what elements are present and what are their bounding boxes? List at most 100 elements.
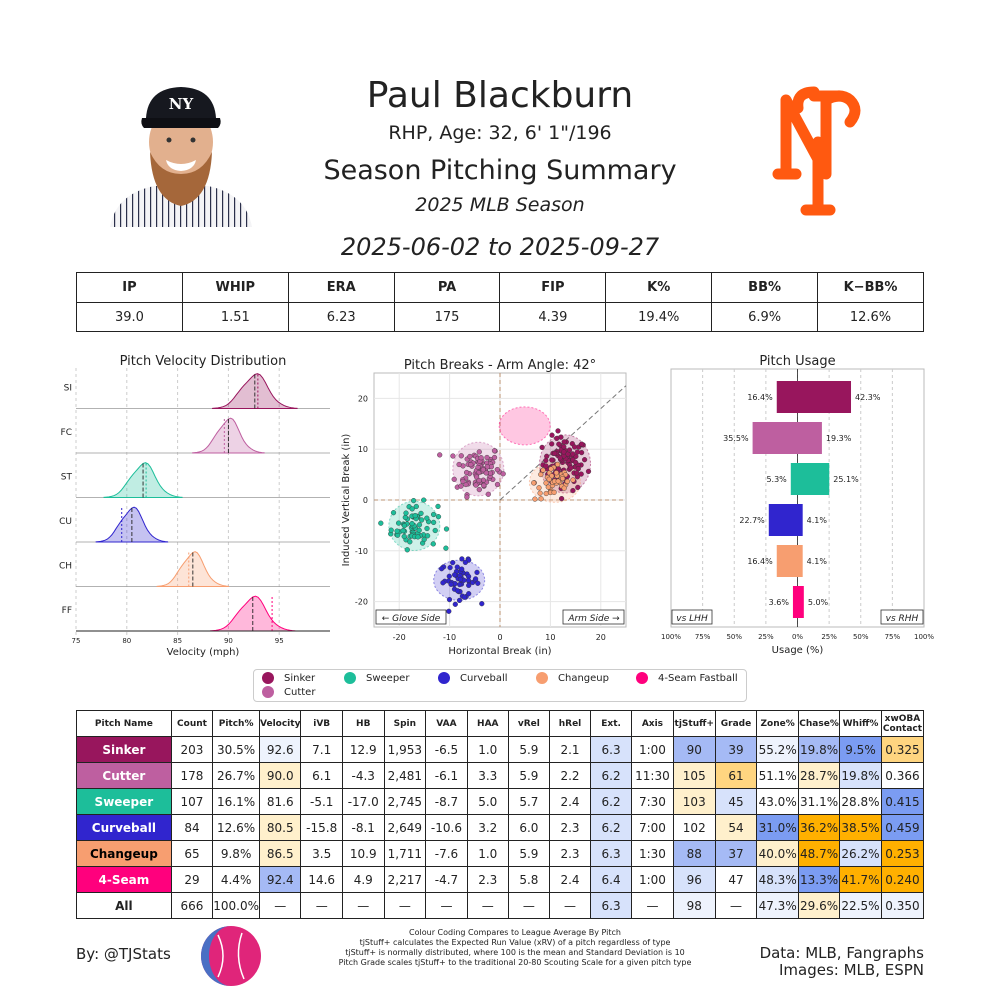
velocity-tick-label: 75 (72, 637, 81, 645)
break-point (483, 470, 489, 476)
pitch-metric-cell: -10.6 (425, 814, 468, 841)
break-point (479, 601, 485, 607)
usage-bar-rhh (797, 545, 803, 577)
break-point (561, 485, 567, 491)
break-point (484, 464, 491, 470)
summary-header-cell: IP (76, 272, 183, 303)
pitch-metric-cell: 2,217 (383, 866, 427, 893)
break-point (553, 470, 560, 476)
pitch-table-header-cell: Whiff% (839, 710, 882, 737)
break-point (494, 467, 500, 473)
legend-item-changeup: Changeup (536, 672, 609, 684)
break-point (446, 597, 453, 603)
break-point (390, 510, 397, 516)
pitch-metric-cell: 6.3 (590, 736, 633, 763)
pitch-metric-cell: 1:30 (631, 840, 674, 867)
pitch-metric-cell: 6.3 (590, 840, 633, 867)
pitch-metric-cell: -8.7 (425, 788, 468, 815)
break-point (568, 465, 574, 471)
break-point (566, 447, 573, 453)
usage-label-rhh: 5.0% (808, 598, 829, 607)
break-point (464, 494, 470, 500)
pitch-metric-cell: 47.3% (756, 892, 800, 919)
pitch-metric-cell: — (341, 892, 385, 919)
summary-value-cell: 6.23 (287, 302, 395, 332)
break-point (451, 476, 457, 482)
pitch-name-cell: Sinker (76, 736, 172, 763)
summary-value-cell: 175 (393, 302, 501, 332)
break-point (500, 471, 506, 477)
summary-value-cell: 6.9% (711, 302, 819, 332)
pitch-metric-cell: 84 (170, 814, 214, 841)
pitch-metric-cell: -8.1 (341, 814, 385, 841)
legend-item-sinker: Sinker (262, 672, 315, 684)
usage-chart-title: Pitch Usage (759, 354, 835, 369)
usage-label-lhh: 3.6% (769, 598, 790, 607)
summary-value-cell: 4.39 (499, 302, 607, 332)
pitch-metric-cell: 7:00 (631, 814, 674, 841)
break-point (474, 569, 480, 576)
pitch-metric-cell: 100.0% (212, 892, 260, 919)
pitch-metric-cell: 2.4 (548, 866, 592, 893)
break-point (460, 478, 466, 485)
pitch-metric-cell: 6.2 (590, 762, 633, 789)
velocity-density-ch (156, 551, 230, 587)
glove-side-label: ← Glove Side (382, 614, 441, 624)
break-point (473, 576, 479, 582)
break-point (554, 435, 560, 442)
break-point (403, 510, 409, 516)
pitch-metric-cell: 19.8% (798, 736, 841, 763)
pitch-table-header-cell: iVB (300, 710, 343, 737)
break-point (476, 449, 482, 455)
vs-lhh-label: vs LHH (676, 614, 708, 624)
tjstats-logo (201, 926, 261, 986)
pitch-metric-cell: 38.5% (839, 814, 882, 841)
break-point (539, 444, 545, 451)
break-point (402, 514, 408, 521)
velocity-density-cu (95, 506, 169, 543)
break-x-tick: 0 (497, 633, 502, 642)
pitch-metric-cell: 2.3 (548, 840, 592, 867)
pitch-metric-cell: 88 (672, 840, 716, 867)
pitch-metric-cell: 3.3 (466, 762, 509, 789)
summary-stats-table: IP WHIP ERA PA FIP K% BB% K−BB% 39.0 1.5… (76, 272, 924, 332)
break-point (400, 528, 406, 534)
velocity-row-label-st: ST (61, 473, 73, 483)
break-point (415, 534, 421, 540)
break-point (484, 454, 490, 461)
break-y-tick: -10 (355, 547, 368, 556)
pitch-metric-cell: 37 (714, 840, 758, 867)
break-y-tick: 20 (358, 394, 368, 403)
charts-area: Pitch Velocity Distribution SI FC ST CU CH FF 7… (59, 354, 934, 658)
break-point (571, 444, 578, 450)
legend-label: Changeup (558, 672, 609, 684)
break-point (473, 482, 479, 488)
summary-header-cell: K% (605, 272, 713, 303)
summary-value-cell: 1.51 (181, 302, 289, 332)
break-point (494, 481, 501, 488)
break-point (570, 488, 576, 494)
usage-bar-lhh (792, 586, 798, 618)
pitch-metric-cell: 12.9 (341, 736, 385, 763)
break-point (421, 497, 427, 503)
pitch-table-header-cell: xwOBA Contact (880, 710, 925, 737)
usage-tick-label: 75% (695, 633, 711, 641)
pitch-metric-cell: 92.6 (258, 736, 302, 763)
pitch-table-header-cell: hRel (548, 710, 592, 737)
pitch-metric-cell: 102 (672, 814, 716, 841)
break-point (551, 489, 557, 496)
pitch-metric-cell: 9.8% (212, 840, 260, 867)
usage-bar-rhh (797, 463, 830, 495)
pitch-metrics-table: Pitch Name Count Pitch% Velocity iVB HB Spin VA… (76, 710, 925, 919)
usage-bar-lhh (776, 381, 798, 413)
pitch-metric-cell: 39 (714, 736, 758, 763)
pitch-metric-cell: 2.2 (548, 762, 592, 789)
pitch-metric-cell: 41.7% (839, 866, 882, 893)
break-point (552, 450, 558, 457)
break-point (456, 461, 462, 468)
table-row: Changeup 65 9.8% 86.5 3.5 10.9 1,711 -7.6 1.0 5.9… (76, 840, 925, 867)
usage-label-lhh: 35.5% (723, 434, 749, 443)
break-point (457, 576, 464, 583)
pitch-metric-cell: 14.6 (300, 866, 343, 893)
usage-tick-label: 50% (853, 633, 869, 641)
